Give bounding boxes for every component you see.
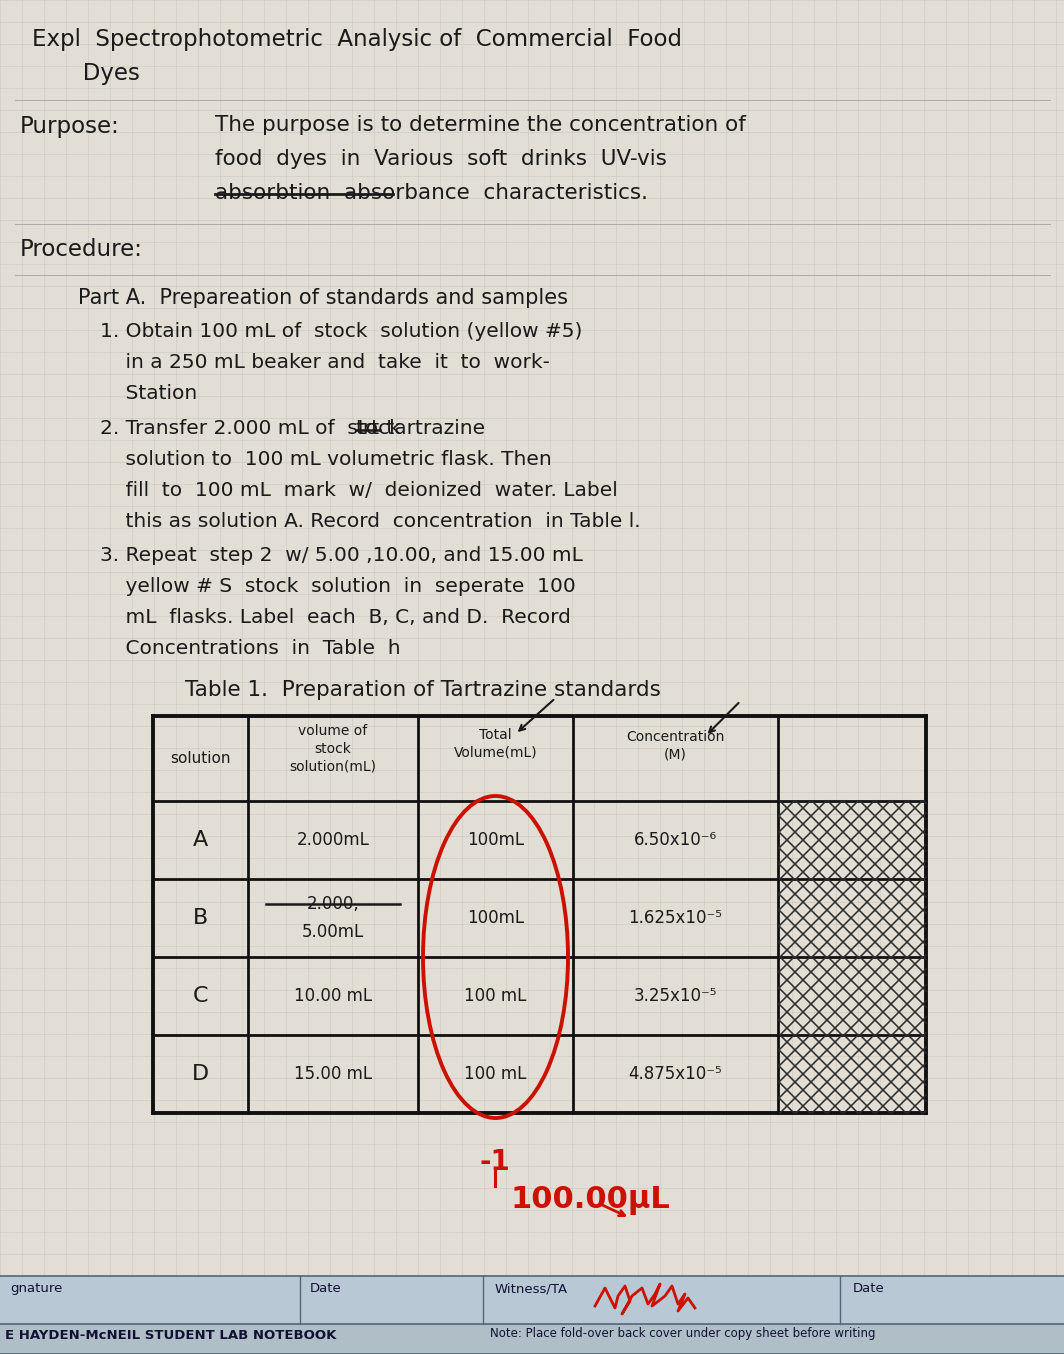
Text: Dyes: Dyes xyxy=(32,62,139,85)
Text: fill  to  100 mL  mark  w/  deionized  water. Label: fill to 100 mL mark w/ deionized water. … xyxy=(100,481,618,500)
Text: yellow # S  stock  solution  in  seperate  100: yellow # S stock solution in seperate 10… xyxy=(100,577,576,596)
Text: 100mL: 100mL xyxy=(467,831,525,849)
Text: Concentrations  in  Table  h: Concentrations in Table h xyxy=(100,639,401,658)
Text: B: B xyxy=(193,909,209,927)
Text: Table 1.  Preparation of Tartrazine standards: Table 1. Preparation of Tartrazine stand… xyxy=(185,680,661,700)
Text: in a 250 mL beaker and  take  it  to  work-: in a 250 mL beaker and take it to work- xyxy=(100,353,550,372)
Text: 10.00 mL: 10.00 mL xyxy=(294,987,372,1005)
Text: 3. Repeat  step 2  w/ 5.00 ,10.00, and 15.00 mL: 3. Repeat step 2 w/ 5.00 ,10.00, and 15.… xyxy=(100,546,583,565)
Text: C: C xyxy=(193,986,209,1006)
Bar xyxy=(0,1324,1064,1354)
Text: 100.00μL: 100.00μL xyxy=(510,1186,669,1215)
Text: 3.25x10⁻⁵: 3.25x10⁻⁵ xyxy=(634,987,717,1005)
Text: 100 mL: 100 mL xyxy=(464,987,527,1005)
Text: 4.875x10⁻⁵: 4.875x10⁻⁵ xyxy=(629,1066,722,1083)
Text: 1. Obtain 100 mL of  stock  solution (yellow #5): 1. Obtain 100 mL of stock solution (yell… xyxy=(100,322,582,341)
Text: tartrazine: tartrazine xyxy=(380,418,485,437)
Text: The purpose is to determine the concentration of: The purpose is to determine the concentr… xyxy=(215,115,746,135)
Text: food  dyes  in  Various  soft  drinks  UV-vis: food dyes in Various soft drinks UV-vis xyxy=(215,149,667,169)
Text: mL  flasks. Label  each  B, C, and D.  Record: mL flasks. Label each B, C, and D. Recor… xyxy=(100,608,571,627)
Text: 5.00mL: 5.00mL xyxy=(302,923,364,941)
Text: Date: Date xyxy=(310,1282,342,1294)
Text: Witness/TA: Witness/TA xyxy=(495,1282,568,1294)
Text: E HAYDEN-McNEIL STUDENT LAB NOTEBOOK: E HAYDEN-McNEIL STUDENT LAB NOTEBOOK xyxy=(5,1330,336,1342)
Text: this as solution A. Record  concentration  in Table l.: this as solution A. Record concentration… xyxy=(100,512,641,531)
Text: 2.000,: 2.000, xyxy=(306,895,360,913)
Text: volume of
stock
solution(mL): volume of stock solution(mL) xyxy=(289,724,377,773)
Text: absorbtion  absorbance  characteristics.: absorbtion absorbance characteristics. xyxy=(215,183,648,203)
Text: Date: Date xyxy=(853,1282,885,1294)
Text: A: A xyxy=(193,830,209,850)
Text: Purpose:: Purpose: xyxy=(20,115,120,138)
Text: Concentration
(M): Concentration (M) xyxy=(627,730,725,762)
Text: Station: Station xyxy=(100,385,197,403)
Text: D: D xyxy=(192,1064,209,1085)
Text: trt: trt xyxy=(356,418,380,437)
Text: Note: Place fold-over back cover under copy sheet before writing: Note: Place fold-over back cover under c… xyxy=(491,1327,876,1340)
Text: 15.00 mL: 15.00 mL xyxy=(294,1066,372,1083)
Text: Expl  Spectrophotometric  Analysic of  Commercial  Food: Expl Spectrophotometric Analysic of Comm… xyxy=(32,28,682,51)
Text: 2.000mL: 2.000mL xyxy=(297,831,369,849)
Text: Procedure:: Procedure: xyxy=(20,238,143,261)
Text: solution: solution xyxy=(170,751,231,766)
Text: 1.625x10⁻⁵: 1.625x10⁻⁵ xyxy=(629,909,722,927)
Text: Part A.  Prepareation of standards and samples: Part A. Prepareation of standards and sa… xyxy=(78,288,568,307)
Text: 100mL: 100mL xyxy=(467,909,525,927)
Text: solution to  100 mL volumetric flask. Then: solution to 100 mL volumetric flask. The… xyxy=(100,450,552,468)
Text: Total
Volume(mL): Total Volume(mL) xyxy=(453,728,537,760)
Text: 100 mL: 100 mL xyxy=(464,1066,527,1083)
Text: -1: -1 xyxy=(480,1148,511,1177)
Text: 6.50x10⁻⁶: 6.50x10⁻⁶ xyxy=(634,831,717,849)
Text: 2. Transfer 2.000 mL of  stock: 2. Transfer 2.000 mL of stock xyxy=(100,418,414,437)
Bar xyxy=(0,1275,1064,1324)
Text: gnature: gnature xyxy=(10,1282,63,1294)
